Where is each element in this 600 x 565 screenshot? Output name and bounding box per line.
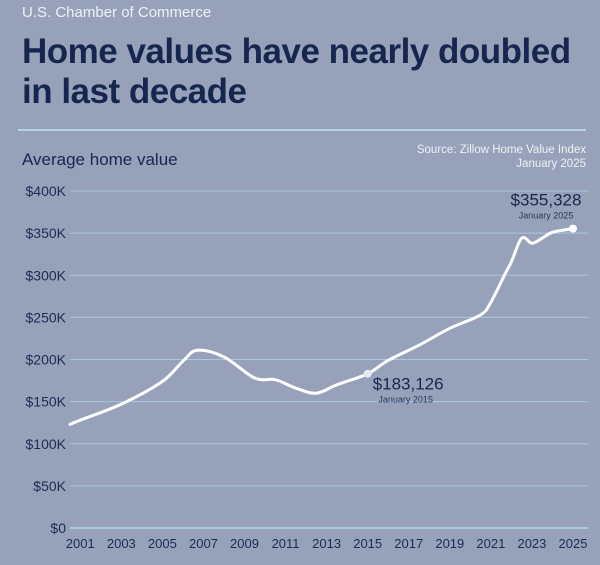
x-tick-label: 2023	[517, 536, 546, 551]
x-tick-label: 2021	[476, 536, 505, 551]
annotation-point	[363, 369, 372, 378]
x-tick-label: 2009	[230, 536, 259, 551]
x-tick-label: 2007	[189, 536, 218, 551]
source-line: Source: Zillow Home Value Index	[416, 144, 586, 156]
x-tick-label: 2011	[272, 536, 300, 551]
series-line	[68, 227, 575, 426]
x-tick-label: 2005	[148, 536, 177, 551]
y-tick-label: $150K	[26, 394, 67, 410]
x-tick-label: 2013	[312, 536, 341, 551]
y-axis-label: Average home value	[22, 150, 178, 169]
chart-title: Home values have nearly doubled in last …	[22, 32, 571, 111]
source-note: Source: Zillow Home Value Index January …	[417, 143, 586, 171]
annotation-point	[569, 224, 577, 233]
x-tick-label: 2017	[394, 536, 423, 551]
x-tick-label: 2025	[559, 536, 588, 551]
annotation-value: $183,126	[373, 375, 444, 394]
divider	[18, 129, 586, 131]
y-tick-label: $0	[50, 520, 66, 536]
x-tick-label: 2001	[66, 536, 95, 551]
y-tick-label: $50K	[33, 478, 66, 494]
y-tick-label: $200K	[26, 352, 67, 368]
x-tick-label: 2015	[353, 536, 382, 551]
publisher: U.S. Chamber of Commerce	[22, 4, 212, 21]
x-tick-label: 2019	[435, 536, 464, 551]
y-tick-label: $400K	[26, 183, 67, 199]
y-tick-label: $350K	[26, 225, 67, 241]
y-tick-label: $250K	[26, 309, 67, 325]
annotation-date: January 2025	[519, 211, 574, 221]
x-tick-label: 2003	[107, 536, 136, 551]
y-tick-label: $300K	[26, 267, 67, 283]
y-tick-label: $100K	[26, 436, 67, 452]
annotation-date: January 2015	[378, 395, 433, 405]
source-date: January 2025	[516, 158, 586, 170]
annotation-value: $355,328	[511, 191, 582, 210]
